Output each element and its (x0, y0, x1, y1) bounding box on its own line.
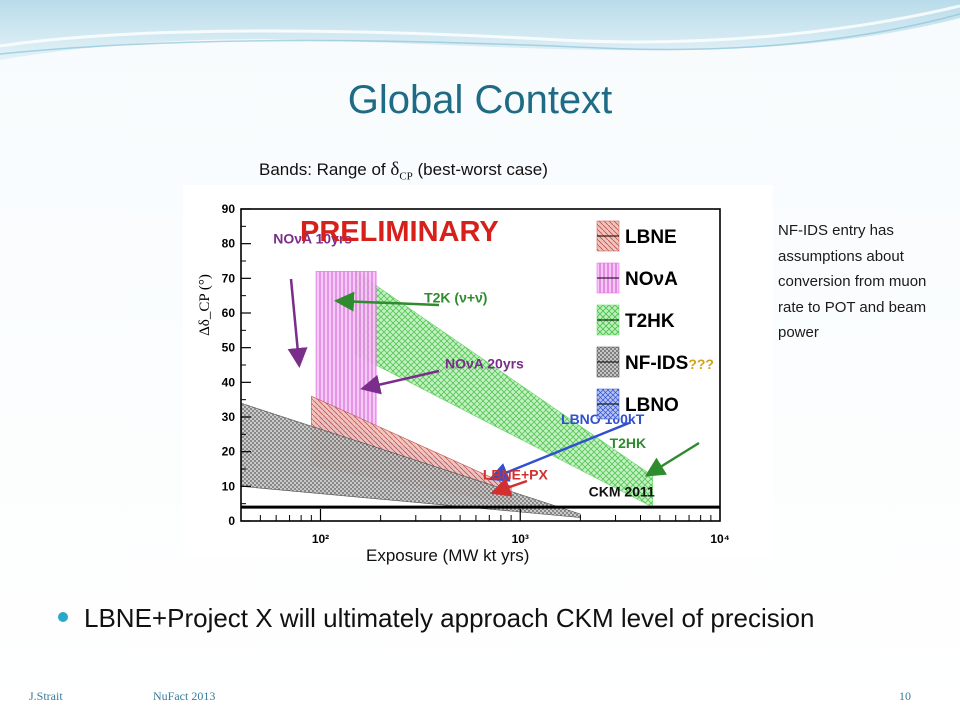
bullet-dot-icon (58, 612, 68, 623)
annotation-t2hk: T2HK (610, 435, 647, 451)
annotation-ckm-2011: CKM 2011 (589, 484, 655, 500)
y-tick-label: 20 (222, 445, 236, 459)
annotation-arrow (488, 421, 630, 482)
y-tick-label: 60 (222, 306, 236, 320)
legend-label-lbne: LBNE (625, 227, 677, 248)
legend-label-nf-ids: NF-IDS??? (625, 353, 714, 374)
y-tick-label: 50 (222, 341, 236, 355)
annotation-arrow (287, 278, 308, 368)
footer-page-number: 10 (899, 689, 911, 703)
legend-label-lbno: LBNO (625, 395, 679, 416)
chart-subtitle: Bands: Range of δCP (best-worst case) (259, 159, 548, 182)
x-axis-caption: Exposure (MW kt yrs) (366, 546, 530, 565)
y-tick-label: 30 (222, 410, 236, 424)
y-tick-label: 90 (222, 202, 236, 216)
annotation-arrow (490, 477, 528, 497)
bullet-text: LBNE+Project X will ultimately approach … (84, 603, 815, 633)
chart-title-preliminary: PRELIMINARY (300, 216, 499, 248)
annotation-arrow (360, 369, 440, 395)
nf-ids-note: NF-IDS entry has assumptions about conve… (778, 222, 927, 341)
subtitle-sub: CP (399, 170, 413, 183)
y-tick-label: 10 (222, 479, 236, 493)
annotation-lbne-px: LBNE+PX (483, 466, 549, 482)
y-tick-label: 70 (222, 271, 236, 285)
annotation-no-a-10yrs: NOνA 10yrs (273, 231, 352, 247)
slide-title: Global Context (347, 78, 613, 122)
subtitle-delta: δ (390, 159, 400, 180)
subtitle-prefix: Bands: Range of (259, 160, 391, 179)
header-wave (0, 0, 960, 60)
footer-author: J.Strait (29, 689, 63, 703)
legend-label-t2hk: T2HK (625, 311, 675, 332)
bullet-point: LBNE+Project X will ultimately approach … (58, 603, 814, 634)
chart: 0 10 20 30 40 50 60 70 80 90 10² 10³ 10⁴ Δδ_CP (°) NO… (183, 185, 773, 558)
y-tick-label: 0 (228, 514, 235, 528)
x-tick-label: 10² (312, 532, 329, 546)
footer-event: NuFact 2013 (153, 689, 216, 703)
x-tick-label: 10⁴ (710, 532, 729, 546)
annotation-t2k: T2K (ν+ν̄) (424, 290, 487, 306)
legend-label-no-a: NOνA (625, 269, 678, 290)
y-tick-label: 80 (222, 237, 236, 251)
x-tick-label: 10³ (512, 532, 529, 546)
annotation-arrow (644, 441, 700, 477)
y-tick-label: 40 (222, 375, 236, 389)
legend-suffix: ??? (688, 356, 714, 372)
y-axis-label: Δδ_CP (°) (197, 274, 213, 336)
subtitle-suffix: (best-worst case) (412, 160, 548, 179)
annotation-arrow (334, 291, 440, 312)
annotation-no-a-20yrs: NOνA 20yrs (445, 355, 524, 371)
